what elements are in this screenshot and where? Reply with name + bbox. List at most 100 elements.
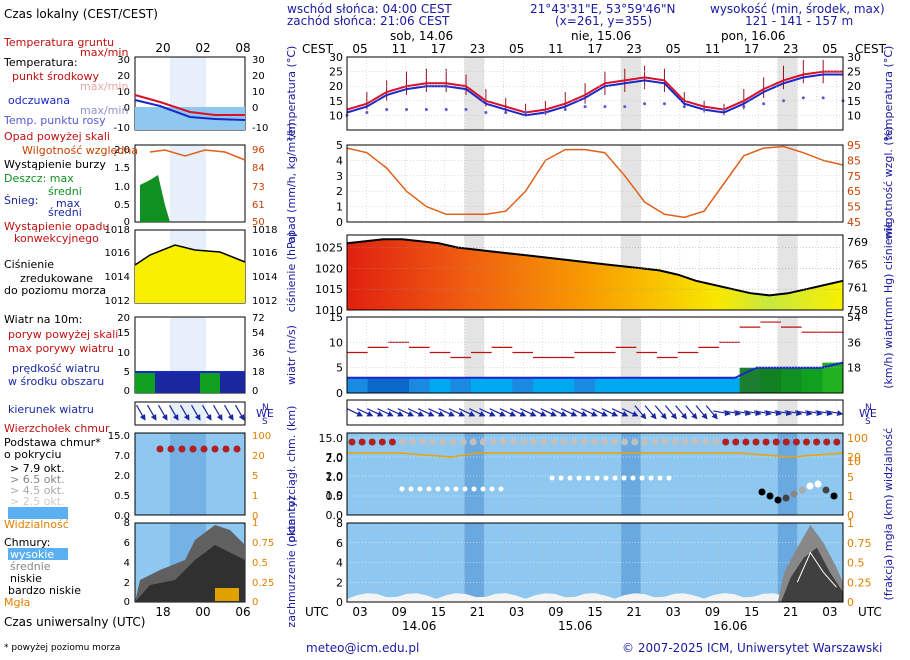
wind-arrow — [634, 405, 647, 420]
tick-label: 75 — [847, 170, 861, 183]
legend-temp-text: Temp. punktu rosy — [3, 114, 106, 127]
tick-label: 1.5 — [114, 163, 130, 174]
tick-label: 0.0 — [326, 509, 344, 522]
tick-label: 1016 — [252, 248, 277, 259]
wind-arrow-head — [417, 411, 425, 417]
tick-label: 100 — [252, 431, 271, 442]
dewpoint-dot — [742, 105, 746, 109]
utc-label-left: UTC — [305, 605, 329, 619]
wind-speed-bar — [574, 377, 596, 393]
tick-label: 55 — [847, 201, 861, 214]
tick-label: 0.5 — [326, 490, 344, 503]
legend-swatch — [8, 548, 68, 560]
cest-hour-tick: 23 — [627, 42, 642, 56]
cloud-top-dot — [500, 438, 507, 446]
wind-speed-bar — [471, 377, 493, 393]
cest-hour-tick: 23 — [783, 42, 798, 56]
dewpoint-dot — [524, 110, 528, 114]
tick-label: 61 — [252, 200, 265, 211]
cloud-top-dot — [550, 438, 558, 446]
wind-arrow-head — [519, 411, 527, 417]
cest-label-right: CEST — [855, 42, 887, 56]
wind-arrow-head — [172, 414, 179, 421]
cloud-top-dot — [762, 438, 770, 446]
wind-speed-bar — [553, 377, 575, 393]
tick-label: 1.0 — [326, 471, 344, 484]
night-band — [464, 317, 485, 393]
cloud-top-dot — [378, 438, 386, 446]
cloud-top-dot — [560, 438, 568, 446]
tick-label: 10 — [329, 109, 343, 122]
night-band — [621, 317, 641, 393]
wind-arrow-head — [438, 411, 445, 417]
utc-hour-tick: 03 — [509, 605, 524, 619]
cloud-base-dot — [399, 486, 405, 492]
tick-label: 7.0 — [326, 451, 344, 464]
legend-wind-arrow — [190, 404, 201, 421]
legend-temp-fill — [135, 107, 245, 130]
cloud-base-dot — [462, 486, 468, 492]
cloud-base-dot — [830, 492, 838, 500]
tick-label: 36 — [847, 336, 861, 349]
panel-border — [346, 56, 844, 131]
tick-label: 1012 — [252, 296, 277, 307]
tick-label: 30 — [847, 51, 861, 64]
wind-arrow-head — [227, 414, 234, 421]
legend-cloud-text: Podstawa chmur* — [4, 436, 101, 449]
grid-text: (x=261, y=355) — [555, 14, 653, 28]
legend-swatch — [8, 507, 68, 519]
tick-label: 0 — [336, 387, 343, 400]
pressure-area — [347, 239, 843, 310]
legend-temp-text: Temperatura: — [3, 56, 78, 69]
cloud-base-dot — [814, 480, 822, 488]
cest-hour-tick: 05 — [666, 42, 681, 56]
legend-pressure-line — [134, 244, 246, 266]
legend-wind-arrow — [168, 404, 179, 421]
tick-label: 36 — [252, 348, 265, 359]
tick-label: 0.5 — [114, 491, 130, 502]
tick-label: 0 — [124, 386, 130, 397]
wind-arrow — [685, 405, 698, 420]
wind-arrow-head — [711, 412, 718, 420]
cloud-base-dot — [558, 475, 564, 481]
tick-label: 96 — [252, 145, 265, 156]
legend-temp-text: Temperatura gruntu — [3, 36, 114, 49]
cloud-base-dot — [471, 486, 477, 492]
cloud-top-dot — [530, 438, 538, 446]
tick-label: 0 — [336, 596, 343, 609]
wind-arrow — [675, 405, 688, 420]
dewpoint-dot — [762, 102, 766, 106]
wind-arrow — [550, 408, 568, 417]
legend-cover-text: średnie — [10, 560, 51, 573]
tick-label: 20 — [252, 71, 265, 82]
legend-precip-text: Deszcz: max — [4, 172, 74, 185]
compass-n: N — [865, 403, 872, 413]
tick-label: 10 — [847, 109, 861, 122]
tick-label: 1025 — [315, 242, 343, 255]
wind-speed-line — [347, 361, 844, 379]
dewpoint-dot — [365, 110, 369, 114]
wind-arrow-head — [194, 414, 201, 421]
wind-arrow — [458, 408, 476, 417]
tick-label: 0 — [252, 103, 258, 114]
cloud-top-dot — [570, 438, 578, 446]
tick-label: 30 — [252, 55, 265, 66]
wind-arrow — [654, 405, 667, 420]
cloud-top-dot — [772, 438, 780, 446]
dewpoint-dot — [722, 108, 726, 112]
legend-rain-area — [140, 175, 170, 222]
tick-label: 0.5 — [847, 557, 865, 570]
cloud-base-dot — [782, 494, 790, 502]
tick-label: 30 — [117, 55, 130, 66]
wind-arrow-head — [621, 411, 629, 417]
utc-hour-tick: 03 — [822, 605, 837, 619]
tick-label: 2.0 — [326, 470, 344, 483]
dewpoint-dot — [424, 108, 428, 112]
wind-speed-bar — [698, 377, 720, 393]
tick-label: 15.0 — [108, 431, 130, 442]
cloud-base-dot — [603, 475, 609, 481]
tick-label: 2 — [336, 576, 343, 589]
legend-utc-tick: 00 — [195, 605, 210, 619]
tick-label: 6 — [336, 537, 343, 550]
legend-precip-text: średni — [48, 206, 82, 219]
